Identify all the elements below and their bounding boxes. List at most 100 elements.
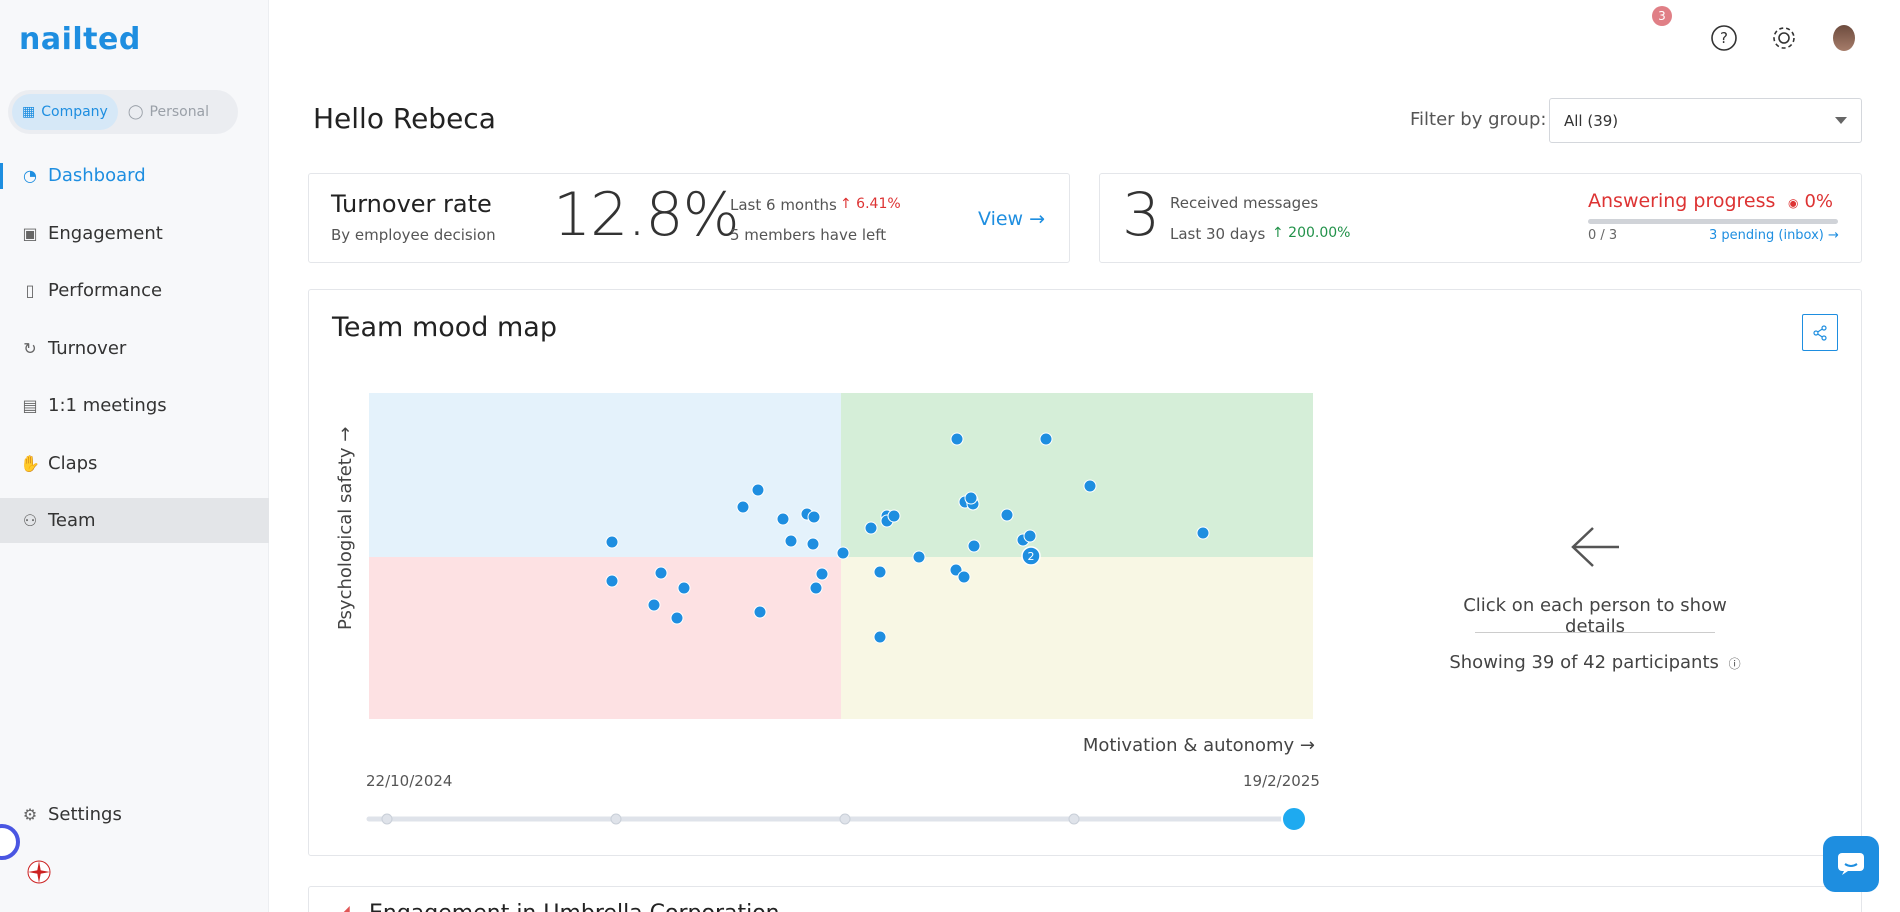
nav-label: Engagement	[48, 222, 163, 244]
messages-card: 3 Received messages Last 30 days ↑ 200.0…	[1099, 173, 1862, 263]
timeline-stop[interactable]	[381, 813, 393, 825]
person-dot[interactable]	[1039, 432, 1053, 446]
pending-inbox-link[interactable]: 3 pending (inbox) →	[1709, 228, 1839, 243]
nav-label: Claps	[48, 452, 98, 474]
person-dot[interactable]	[1000, 508, 1014, 522]
filter-label: Filter by group:	[1410, 109, 1547, 130]
timeline-handle[interactable]	[1281, 806, 1307, 832]
nav-item-performance[interactable]: ▯ Performance	[0, 268, 269, 313]
person-dot[interactable]	[873, 630, 887, 644]
person-dot[interactable]	[806, 537, 820, 551]
person-dot[interactable]	[670, 611, 684, 625]
nav-label: Dashboard	[48, 165, 146, 186]
nav-item-turnover[interactable]: ↻ Turnover	[0, 326, 269, 371]
share-icon	[1813, 324, 1827, 341]
person-dot[interactable]	[753, 605, 767, 619]
engagement-section-card: ◢ Engagement in Umbrella Corporation	[308, 886, 1862, 912]
svg-text:?: ?	[1720, 29, 1728, 47]
person-dot[interactable]	[873, 565, 887, 579]
quadrant-bottom-right	[841, 557, 1313, 719]
person-dot[interactable]	[1023, 529, 1037, 543]
refresh-icon: ↻	[23, 338, 37, 358]
share-button[interactable]	[1802, 314, 1838, 351]
answering-progress-percent: ◉ 0%	[1788, 191, 1833, 212]
nav-label: Team	[48, 510, 96, 531]
person-dot[interactable]	[647, 598, 661, 612]
group-filter-value: All (39)	[1564, 111, 1619, 130]
messages-change: ↑ 200.00%	[1272, 225, 1351, 241]
nav-item-claps[interactable]: ✋ Claps	[0, 441, 269, 486]
turnover-change: ↑ 6.41%	[840, 196, 901, 212]
chat-button[interactable]	[1823, 836, 1879, 892]
person-dot[interactable]	[605, 574, 619, 588]
divider	[1475, 632, 1715, 633]
timeline-end-date: 19/2/2025	[1243, 772, 1320, 790]
person-dot[interactable]	[887, 509, 901, 523]
personal-mode-button[interactable]: ◯ Personal	[118, 94, 219, 130]
info-icon[interactable]: ⓘ	[1728, 657, 1741, 671]
person-dot[interactable]	[957, 570, 971, 584]
x-axis-label: Motivation & autonomy →	[1082, 735, 1315, 756]
nav-item-settings[interactable]: ⚙ Settings	[0, 792, 269, 836]
person-dot[interactable]	[784, 534, 798, 548]
user-avatar[interactable]	[1828, 22, 1860, 54]
person-dot[interactable]	[807, 510, 821, 524]
person-dot[interactable]	[776, 512, 790, 526]
person-dot[interactable]	[864, 521, 878, 535]
group-filter-select[interactable]: All (39)	[1549, 98, 1862, 143]
nav-item-engagement[interactable]: ▣ Engagement	[0, 211, 269, 256]
participants-text: Showing 39 of 42 participants	[1449, 652, 1719, 673]
building-icon: ▦	[22, 104, 36, 120]
topbar-icons: ?	[1680, 22, 1860, 54]
answering-progress-count: 0 / 3	[1588, 228, 1618, 243]
messages-label: Received messages	[1170, 194, 1319, 212]
engagement-section-title: Engagement in Umbrella Corporation	[369, 901, 780, 912]
timeline-stop[interactable]	[610, 813, 622, 825]
arrow-left-icon	[1571, 527, 1619, 567]
person-dot[interactable]	[815, 567, 829, 581]
answering-progress-bar	[1588, 219, 1838, 224]
personal-mode-label: Personal	[149, 104, 210, 120]
company-mode-label: Company	[41, 104, 108, 120]
person-dot[interactable]	[1196, 526, 1210, 540]
clap-icon: ✋	[20, 453, 40, 473]
person-dot[interactable]	[751, 483, 765, 497]
turnover-subtitle: By employee decision	[331, 226, 496, 244]
person-dot[interactable]	[964, 491, 978, 505]
help-icon[interactable]: ?	[1708, 22, 1740, 54]
timeline-stop[interactable]	[1068, 813, 1080, 825]
nav-item-dashboard[interactable]: ◔ Dashboard	[0, 153, 269, 198]
cluster-marker[interactable]: 2	[1021, 546, 1041, 566]
nav-item-team[interactable]: ⚇ Team	[0, 498, 269, 543]
turnover-period: Last 6 months	[730, 196, 837, 214]
nailted-logo[interactable]: nailted	[19, 22, 141, 57]
umbrella-company-logo	[24, 858, 54, 886]
main-nav: ◔ Dashboard ▣ Engagement ▯ Performance ↻…	[0, 153, 269, 556]
cluster-count: 2	[1028, 550, 1035, 563]
person-dot[interactable]	[1083, 479, 1097, 493]
page-title: Hello Rebeca	[313, 102, 496, 135]
person-dot[interactable]	[736, 500, 750, 514]
nav-item-meetings[interactable]: ▤ 1:1 meetings	[0, 383, 269, 428]
person-dot[interactable]	[967, 539, 981, 553]
gear-icon[interactable]	[1768, 22, 1800, 54]
sidebar: nailted ▦ Company ◯ Personal ◔ Dashboard…	[0, 0, 269, 912]
person-dot[interactable]	[677, 581, 691, 595]
camera-icon: ▣	[22, 223, 38, 243]
person-dot[interactable]	[654, 566, 668, 580]
turnover-value: 12.8%	[553, 180, 740, 250]
nav-label: Turnover	[48, 337, 127, 359]
timeline-stop[interactable]	[839, 813, 851, 825]
person-dot[interactable]	[809, 581, 823, 595]
person-dot[interactable]	[950, 432, 964, 446]
section-icon: ◢	[339, 903, 350, 912]
person-dot[interactable]	[836, 546, 850, 560]
turnover-members-left: 5 members have left	[730, 226, 887, 244]
person-dot[interactable]	[605, 535, 619, 549]
chevron-down-icon	[1835, 117, 1847, 124]
status-ring-icon[interactable]	[0, 824, 20, 860]
notification-badge[interactable]: 3	[1652, 6, 1672, 26]
company-mode-button[interactable]: ▦ Company	[12, 94, 118, 130]
person-dot[interactable]	[912, 550, 926, 564]
turnover-view-link[interactable]: View →	[978, 208, 1046, 230]
